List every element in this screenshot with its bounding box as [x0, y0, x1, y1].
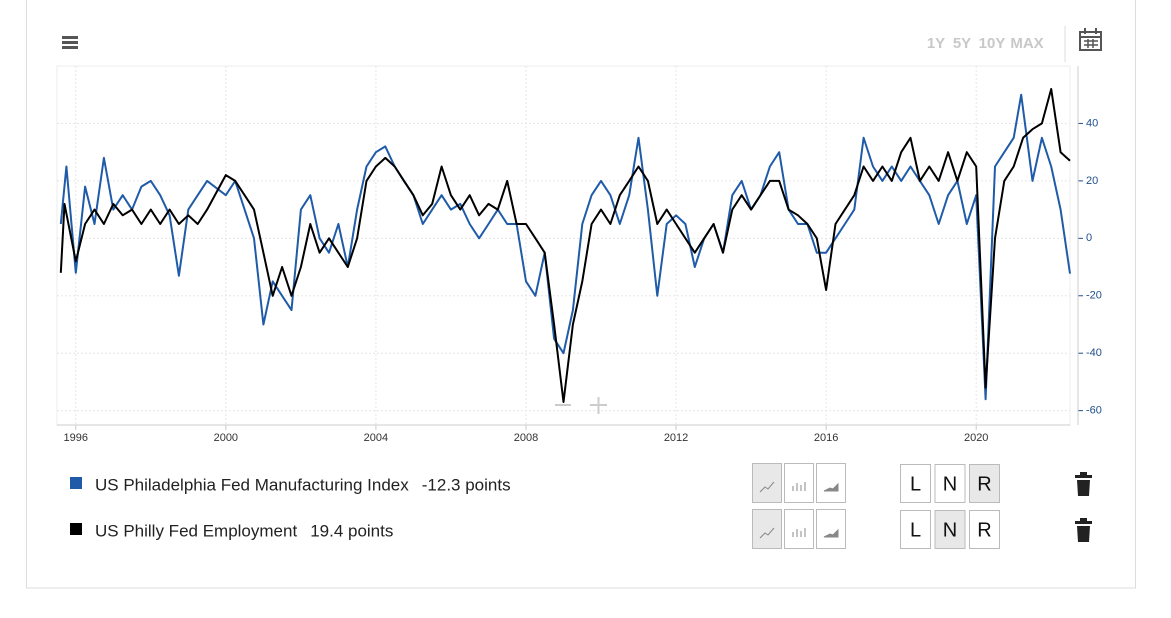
chart-type-icon [823, 528, 839, 538]
calendar-icon[interactable] [1079, 28, 1102, 51]
legend: US Philadelphia Fed Manufacturing Index -… [70, 463, 1092, 549]
axis-button[interactable] [934, 510, 966, 549]
chart-type-buttons[interactable] [752, 509, 846, 549]
legend-name: US Philadelphia Fed Manufacturing Index [95, 475, 409, 494]
chart-type-button[interactable] [784, 509, 814, 549]
trash-handle [1080, 518, 1087, 521]
series-line [59, 88, 1071, 403]
x-tick-label: 2020 [964, 432, 988, 444]
axis-button[interactable] [900, 510, 931, 549]
plot-area: -60 -40 -20 0 20 40 1996 2000 2004 2008 2012 2016 20… [56, 65, 1102, 444]
chart-type-button[interactable] [752, 509, 782, 549]
delete-button[interactable] [1075, 518, 1092, 542]
y-tick-label: 20 [1086, 175, 1098, 187]
legend-name: US Philly Fed Employment [95, 521, 297, 540]
y-tick-label: 40 [1086, 117, 1098, 129]
y-tick-label: -40 [1086, 347, 1102, 359]
menu-icon[interactable] [62, 36, 78, 49]
axis-button-label[interactable]: N [943, 473, 957, 495]
legend-latest: -12.3 points [422, 475, 511, 494]
legend-swatch [70, 477, 82, 489]
range-5y[interactable]: 5Y [953, 35, 971, 52]
axis-button-label[interactable]: N [943, 519, 957, 541]
range-10y[interactable]: 10Y [979, 35, 1006, 52]
chart-type-button[interactable] [816, 463, 846, 503]
chart-type-icon [759, 527, 775, 539]
chart-type-button[interactable] [784, 463, 814, 503]
legend-latest: 19.4 points [310, 521, 393, 540]
y-tick-label: -60 [1086, 405, 1102, 417]
chart-type-buttons[interactable] [752, 463, 846, 503]
axis-button[interactable] [934, 464, 966, 503]
range-max[interactable]: MAX [1010, 35, 1043, 52]
chart-type-icon [792, 528, 806, 537]
chart-type-icon [823, 482, 839, 492]
legend-swatch [70, 523, 82, 535]
series-line [59, 93, 1071, 401]
x-tick-label: 2004 [364, 432, 388, 444]
x-tick-label: 1996 [64, 432, 88, 444]
trash-body [1077, 526, 1090, 542]
chart-type-icon [759, 481, 775, 493]
chart-type-button[interactable] [816, 509, 846, 549]
trash-lid [1075, 521, 1092, 524]
axis-button-label[interactable]: L [910, 519, 921, 541]
trash-handle [1080, 472, 1087, 475]
chart-type-icon [792, 482, 806, 491]
x-tick-label: 2012 [664, 432, 688, 444]
axis-button-label[interactable]: L [910, 473, 921, 495]
x-tick-label: 2000 [214, 432, 238, 444]
axis-button-label[interactable]: R [977, 473, 991, 495]
x-tick-label: 2016 [814, 432, 838, 444]
axis-button[interactable] [969, 464, 1000, 503]
range-1y[interactable]: 1Y [927, 35, 945, 52]
y-tick-label: 0 [1086, 232, 1092, 244]
axis-button[interactable] [969, 510, 1000, 549]
zoom-controls[interactable] [555, 397, 607, 414]
y-tick-label: -20 [1086, 290, 1102, 302]
axis-button-label[interactable]: R [977, 519, 991, 541]
trash-body [1077, 480, 1090, 496]
delete-button[interactable] [1075, 472, 1092, 496]
trash-lid [1075, 475, 1092, 478]
chart-type-button[interactable] [752, 463, 782, 503]
x-tick-label: 2008 [514, 432, 538, 444]
axis-button[interactable] [900, 464, 931, 503]
